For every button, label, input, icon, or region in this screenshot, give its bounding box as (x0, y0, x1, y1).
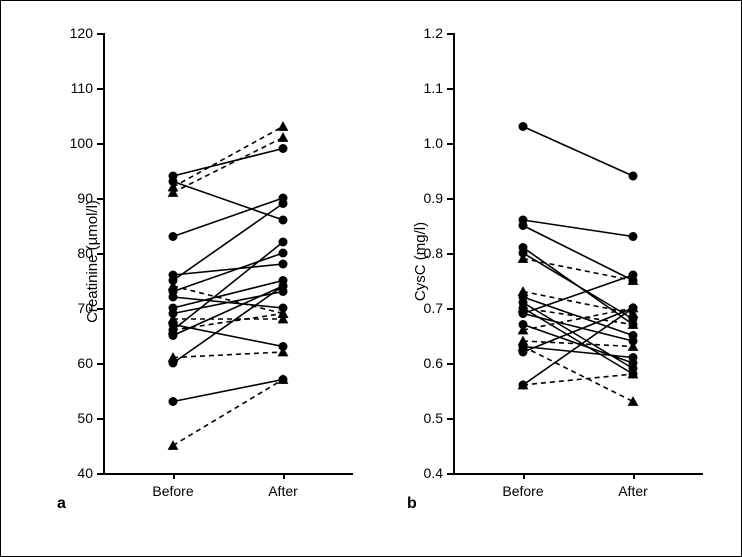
y-tick (447, 473, 453, 475)
marker-circle (519, 221, 528, 230)
y-tick-label: 0.9 (409, 190, 443, 206)
marker-circle (279, 144, 288, 153)
series-line (173, 286, 283, 363)
series-line (523, 259, 633, 281)
marker-circle (279, 238, 288, 247)
series-line (523, 314, 633, 342)
marker-circle (169, 397, 178, 406)
series-line (173, 138, 283, 193)
series-line (523, 275, 633, 314)
y-axis-label: CysC (mg/l) (412, 222, 429, 301)
series-line (173, 380, 283, 446)
series-line (523, 308, 633, 325)
x-tick-label: Before (502, 483, 543, 499)
y-tick-label: 0.5 (409, 410, 443, 426)
panel-letter: a (57, 495, 66, 513)
x-tick-label: Before (152, 483, 193, 499)
y-tick-label: 60 (59, 355, 93, 371)
x-tick (523, 473, 525, 479)
marker-circle (279, 199, 288, 208)
marker-circle (629, 172, 638, 181)
y-tick-label: 0.4 (409, 465, 443, 481)
marker-triangle (628, 396, 639, 406)
marker-circle (169, 293, 178, 302)
y-tick-label: 0.6 (409, 355, 443, 371)
series-line (173, 127, 283, 188)
series-line (173, 198, 283, 237)
series-line (173, 286, 283, 314)
series-line (523, 253, 633, 319)
x-axis (453, 473, 703, 475)
marker-circle (279, 282, 288, 291)
y-axis-label: Creatinine (µmol/l) (84, 200, 101, 323)
x-tick (283, 473, 285, 479)
x-axis (103, 473, 353, 475)
y-tick-label: 120 (59, 25, 93, 41)
y-tick-label: 1.0 (409, 135, 443, 151)
y-tick-label: 110 (59, 80, 93, 96)
marker-circle (629, 353, 638, 362)
y-tick-label: 1.1 (409, 80, 443, 96)
y-tick-label: 0.7 (409, 300, 443, 316)
marker-circle (279, 216, 288, 225)
x-tick-label: After (618, 483, 648, 499)
y-tick-label: 50 (59, 410, 93, 426)
x-tick (173, 473, 175, 479)
series-line (523, 374, 633, 385)
marker-triangle (278, 121, 289, 131)
panel-letter: b (407, 495, 417, 513)
marker-triangle (278, 132, 289, 142)
series-line (173, 149, 283, 177)
marker-triangle (168, 440, 179, 450)
series-line (523, 127, 633, 177)
y-tick-label: 100 (59, 135, 93, 151)
x-tick (633, 473, 635, 479)
series-line (173, 380, 283, 402)
y-tick-label: 40 (59, 465, 93, 481)
y-tick-label: 1.2 (409, 25, 443, 41)
series-line (173, 352, 283, 358)
marker-circle (519, 122, 528, 131)
marker-circle (279, 260, 288, 269)
marker-circle (629, 232, 638, 241)
chart-svg (453, 33, 703, 473)
series-line (523, 347, 633, 358)
marker-circle (169, 232, 178, 241)
figure-container: 405060708090100110120BeforeAfterCreatini… (0, 0, 742, 557)
marker-circle (279, 249, 288, 258)
marker-triangle (518, 286, 529, 296)
x-tick-label: After (268, 483, 298, 499)
chart-svg (103, 33, 353, 473)
y-tick (97, 473, 103, 475)
